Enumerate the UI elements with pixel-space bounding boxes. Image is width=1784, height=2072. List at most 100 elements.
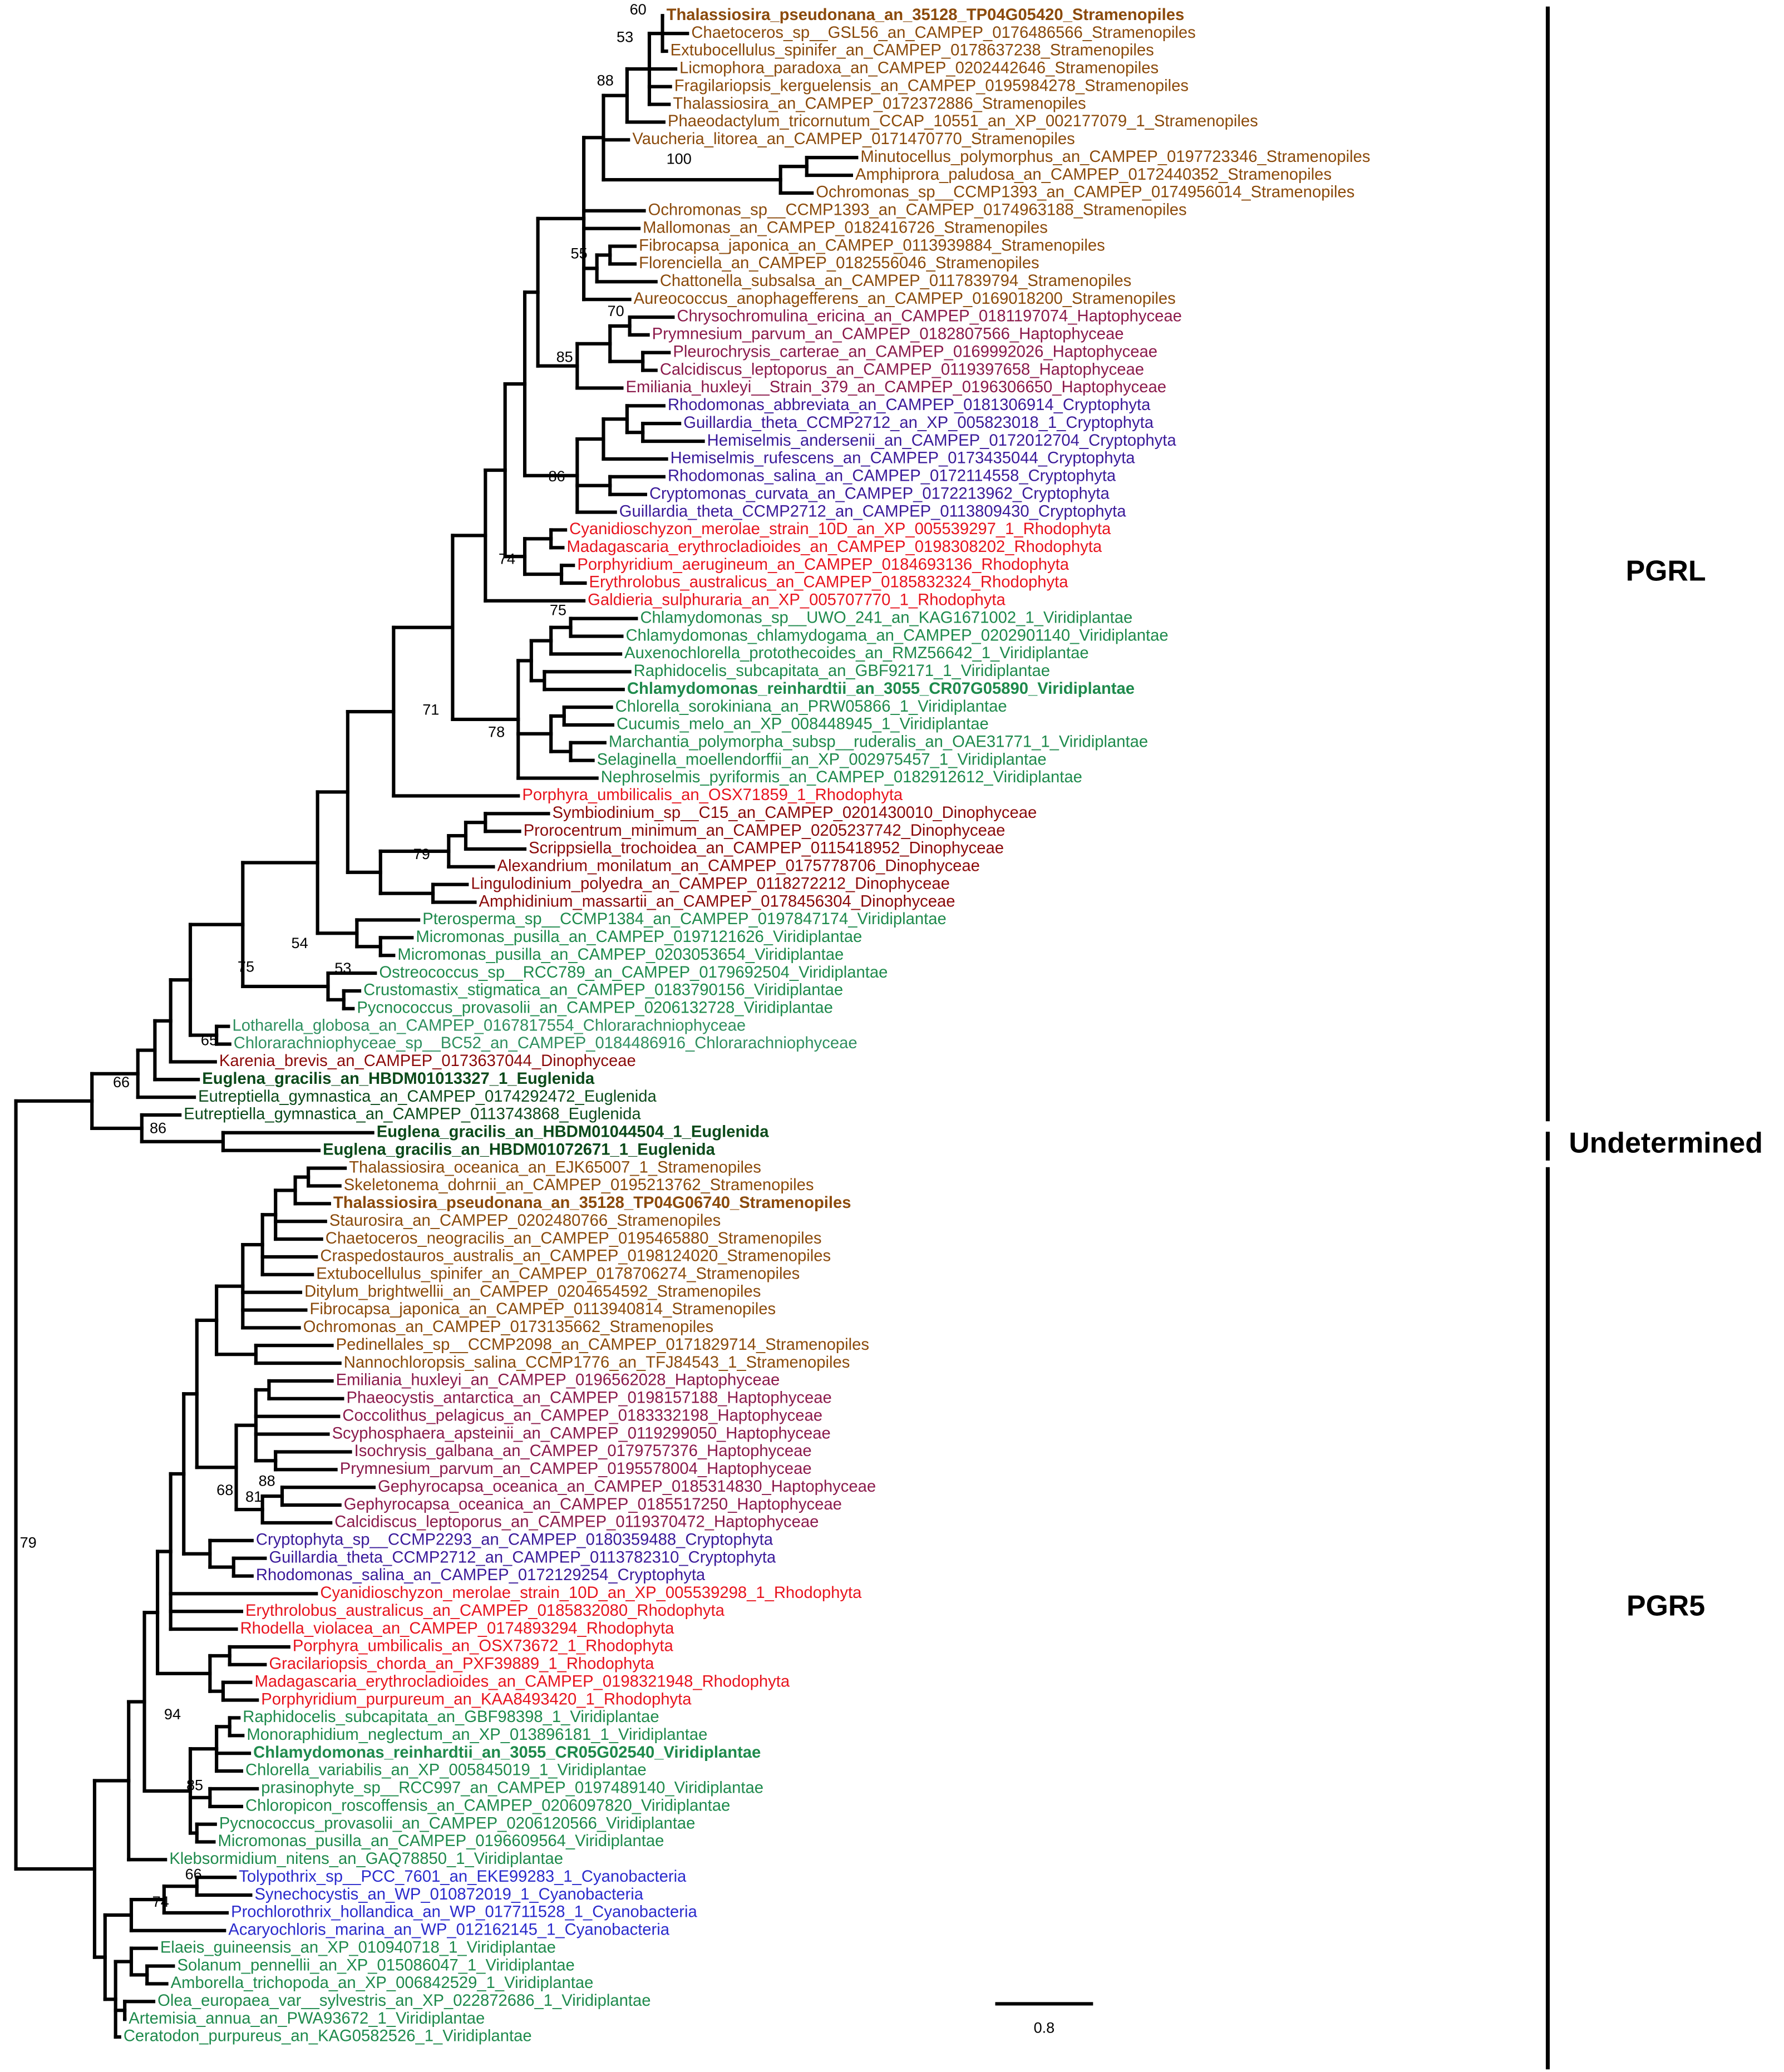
leaf-label: Minutocellus_polymorphus_an_CAMPEP_01977… — [860, 148, 1370, 166]
support-value: 88 — [597, 71, 614, 88]
support-value: 66 — [113, 1073, 130, 1091]
leaf-label: Thalassiosira_pseudonana_an_35128_TP04G0… — [333, 1194, 851, 1212]
leaf-label: prasinophyte_sp__RCC997_an_CAMPEP_019748… — [261, 1779, 763, 1797]
support-value: 79 — [413, 845, 430, 862]
leaf-label: Synechocystis_an_WP_010872019_1_Cyanobac… — [255, 1886, 644, 1903]
support-value: 85 — [186, 1776, 203, 1793]
support-value: 68 — [216, 1481, 233, 1498]
leaf-label: Rhodomonas_salina_an_CAMPEP_0172129254_C… — [256, 1566, 706, 1584]
support-value: 88 — [259, 1472, 275, 1489]
leaf-label: Coccolithus_pelagicus_an_CAMPEP_01833321… — [342, 1407, 822, 1424]
leaf-label: Lingulodinium_polyedra_an_CAMPEP_0118272… — [471, 875, 949, 892]
leaf-label: Eutreptiella_gymnastica_an_CAMPEP_011374… — [184, 1106, 641, 1123]
support-value: 53 — [617, 28, 633, 46]
support-value: 78 — [488, 723, 505, 741]
leaf-label: Acaryochloris_marina_an_WP_012162145_1_C… — [228, 1921, 669, 1939]
leaf-label: Pterosperma_sp__CCMP1384_an_CAMPEP_01978… — [422, 910, 947, 928]
leaf-label: Calcidiscus_leptoporus_an_CAMPEP_0119370… — [334, 1513, 819, 1531]
leaf-label: Elaeis_guineensis_an_XP_010940718_1_Viri… — [160, 1938, 556, 1956]
leaf-label: Mallomonas_an_CAMPEP_0182416726_Strameno… — [643, 219, 1048, 236]
leaf-label: Solanum_pennellii_an_XP_015086047_1_Viri… — [177, 1956, 574, 1974]
leaf-label: Amphiprora_paludosa_an_CAMPEP_0172440352… — [855, 166, 1332, 184]
leaf-label: Guillardia_theta_CCMP2712_an_CAMPEP_0113… — [619, 502, 1126, 520]
leaf-label: Nephroselmis_pyriformis_an_CAMPEP_018291… — [601, 768, 1082, 786]
clade-label: PGRL — [1626, 555, 1706, 587]
leaf-label: Alexandrium_monilatum_an_CAMPEP_01757787… — [497, 857, 980, 875]
leaf-label: Pycnococcus_provasolii_an_CAMPEP_0206120… — [219, 1814, 696, 1832]
leaf-label: Selaginella_moellendorffii_an_XP_0029754… — [597, 751, 1047, 768]
leaf-label: Prochlorothrix_hollandica_an_WP_01771152… — [231, 1903, 697, 1921]
leaf-label: Raphidocelis_subcapitata_an_GBF98398_1_V… — [243, 1708, 659, 1726]
leaf-label: Prymnesium_parvum_an_CAMPEP_0182807566_H… — [652, 325, 1124, 343]
leaf-label: Nannochloropsis_salina_CCMP1776_an_TFJ84… — [344, 1354, 850, 1372]
leaf-label: Florenciella_an_CAMPEP_0182556046_Strame… — [639, 254, 1039, 272]
support-value: 75 — [238, 958, 254, 975]
leaf-label: Olea_europaea_var__sylvestris_an_XP_0228… — [157, 1992, 650, 2010]
leaf-label: Staurosira_an_CAMPEP_0202480766_Strameno… — [329, 1212, 721, 1230]
leaf-label: Skeletonema_dohrnii_an_CAMPEP_0195213762… — [344, 1176, 814, 1194]
support-value: 55 — [571, 244, 588, 262]
clade-label: Undetermined — [1569, 1126, 1763, 1158]
leaf-label: Erythrolobus_australicus_an_CAMPEP_01858… — [245, 1602, 725, 1620]
leaf-label: Fibrocapsa_japonica_an_CAMPEP_0113939884… — [639, 236, 1105, 254]
leaf-label: Chlorarachniophyceae_sp__BC52_an_CAMPEP_… — [234, 1034, 857, 1052]
support-value: 86 — [150, 1119, 166, 1137]
leaf-label: Cyanidioschyzon_merolae_strain_10D_an_XP… — [320, 1584, 862, 1602]
support-value: 66 — [185, 1866, 202, 1883]
leaf-label: Rhodomonas_salina_an_CAMPEP_0172114558_C… — [668, 467, 1116, 485]
leaf-label: Thalassiosira_pseudonana_an_35128_TP04G0… — [667, 6, 1185, 24]
leaf-label: Pleurochrysis_carterae_an_CAMPEP_0169992… — [673, 343, 1157, 361]
leaf-label: Lotharella_globosa_an_CAMPEP_0167817554_… — [232, 1017, 746, 1034]
leaf-label: Phaeodactylum_tricornutum_CCAP_10551_an_… — [668, 112, 1258, 130]
support-value: 53 — [334, 959, 351, 976]
leaf-label: Licmophora_paradoxa_an_CAMPEP_0202442646… — [679, 60, 1159, 77]
leaf-label: Phaeocystis_antarctica_an_CAMPEP_0198157… — [347, 1389, 832, 1407]
leaf-label: Galdieria_sulphuraria_an_XP_005707770_1_… — [588, 591, 1006, 609]
leaf-label: Micromonas_pusilla_an_CAMPEP_0196609564_… — [218, 1832, 664, 1850]
leaf-label: Cryptophyta_sp__CCMP2293_an_CAMPEP_01803… — [256, 1531, 773, 1548]
leaf-label: Artemisia_annua_an_PWA93672_1_Viridiplan… — [129, 2010, 485, 2027]
leaf-label: Auxenochlorella_protothecoides_an_RMZ566… — [624, 644, 1088, 662]
leaf-label: Chattonella_subsalsa_an_CAMPEP_011783979… — [660, 272, 1131, 290]
leaf-label: Prymnesium_parvum_an_CAMPEP_0195578004_H… — [340, 1460, 812, 1478]
leaf-label: Gephyrocapsa_oceanica_an_CAMPEP_01853148… — [378, 1478, 876, 1496]
leaf-label: Guillardia_theta_CCMP2712_an_XP_00582301… — [683, 414, 1154, 432]
support-value: 60 — [630, 1, 647, 18]
support-value: 79 — [20, 1533, 37, 1551]
leaf-label: Chaetoceros_neogracilis_an_CAMPEP_019546… — [326, 1230, 822, 1247]
leaf-label: Vaucheria_litorea_an_CAMPEP_0171470770_S… — [632, 130, 1075, 148]
leaf-label: Marchantia_polymorpha_subsp__ruderalis_a… — [609, 733, 1148, 751]
leaf-label: Pycnococcus_provasolii_an_CAMPEP_0206132… — [357, 999, 833, 1017]
leaf-label: Cyanidioschyzon_merolae_strain_10D_an_XP… — [569, 520, 1111, 538]
leaf-label: Porphyra_umbilicalis_an_OSX73672_1_Rhodo… — [293, 1637, 674, 1655]
leaf-label: Chlamydomonas_reinhardtii_an_3055_CR07G0… — [627, 680, 1135, 698]
leaf-label: Extubocellulus_spinifer_an_CAMPEP_017863… — [671, 42, 1154, 60]
leaf-label: Scyphosphaera_apsteinii_an_CAMPEP_011929… — [332, 1424, 831, 1442]
leaf-label: Tolypothrix_sp__PCC_7601_an_EKE99283_1_C… — [239, 1868, 687, 1886]
support-value: 54 — [292, 934, 308, 951]
support-value: 85 — [556, 348, 573, 366]
leaf-label: Crustomastix_stigmatica_an_CAMPEP_018379… — [363, 981, 843, 999]
leaf-label: Chlamydomonas_chlamydogama_an_CAMPEP_020… — [626, 626, 1169, 644]
leaf-label: Porphyridium_aerugineum_an_CAMPEP_018469… — [577, 556, 1069, 574]
leaf-label: Klebsormidium_nitens_an_GAQ78850_1_Virid… — [169, 1850, 563, 1868]
support-value: 70 — [608, 302, 624, 319]
leaf-label: Extubocellulus_spinifer_an_CAMPEP_017870… — [316, 1265, 800, 1282]
leaf-label: Cryptomonas_curvata_an_CAMPEP_0172213962… — [649, 485, 1110, 502]
leaf-label: Madagascaria_erythrocladioides_an_CAMPEP… — [566, 538, 1102, 556]
clade-label: PGR5 — [1627, 1589, 1705, 1621]
leaf-label: Chlorella_variabilis_an_XP_005845019_1_V… — [245, 1762, 647, 1779]
leaf-label: Hemiselmis_andersenii_an_CAMPEP_01720127… — [707, 432, 1177, 450]
scale-label: 0.8 — [1034, 2019, 1055, 2036]
leaf-label: Porphyra_umbilicalis_an_OSX71859_1_Rhodo… — [522, 786, 903, 804]
leaf-label: Amphidinium_massartii_an_CAMPEP_01784563… — [479, 892, 955, 910]
leaf-label: Cucumis_melo_an_XP_008448945_1_Viridipla… — [617, 716, 989, 733]
leaf-label: Chrysochromulina_ericina_an_CAMPEP_01811… — [677, 308, 1181, 325]
leaf-label: Karenia_brevis_an_CAMPEP_0173637044_Dino… — [219, 1052, 636, 1070]
leaf-label: Madagascaria_erythrocladioides_an_CAMPEP… — [255, 1673, 790, 1690]
support-value: 75 — [550, 601, 566, 619]
leaf-label: Ochromonas_an_CAMPEP_0173135662_Strameno… — [303, 1318, 713, 1336]
leaf-label: Scrippsiella_trochoidea_an_CAMPEP_011541… — [529, 840, 1004, 857]
leaf-label: Fibrocapsa_japonica_an_CAMPEP_0113940814… — [310, 1300, 776, 1318]
